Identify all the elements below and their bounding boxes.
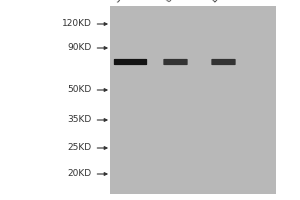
Text: SH-SY5Y: SH-SY5Y — [112, 0, 143, 4]
Text: Brain: Brain — [210, 0, 232, 4]
Text: 25KD: 25KD — [68, 144, 92, 152]
FancyBboxPatch shape — [114, 59, 147, 65]
FancyBboxPatch shape — [163, 59, 188, 65]
Text: 35KD: 35KD — [67, 116, 92, 124]
Text: U251: U251 — [163, 0, 185, 4]
Bar — [110, 6, 276, 194]
Text: 120KD: 120KD — [61, 20, 92, 28]
FancyBboxPatch shape — [211, 59, 236, 65]
Text: 20KD: 20KD — [68, 170, 92, 178]
Text: 90KD: 90KD — [67, 44, 92, 52]
Text: 50KD: 50KD — [67, 85, 92, 94]
